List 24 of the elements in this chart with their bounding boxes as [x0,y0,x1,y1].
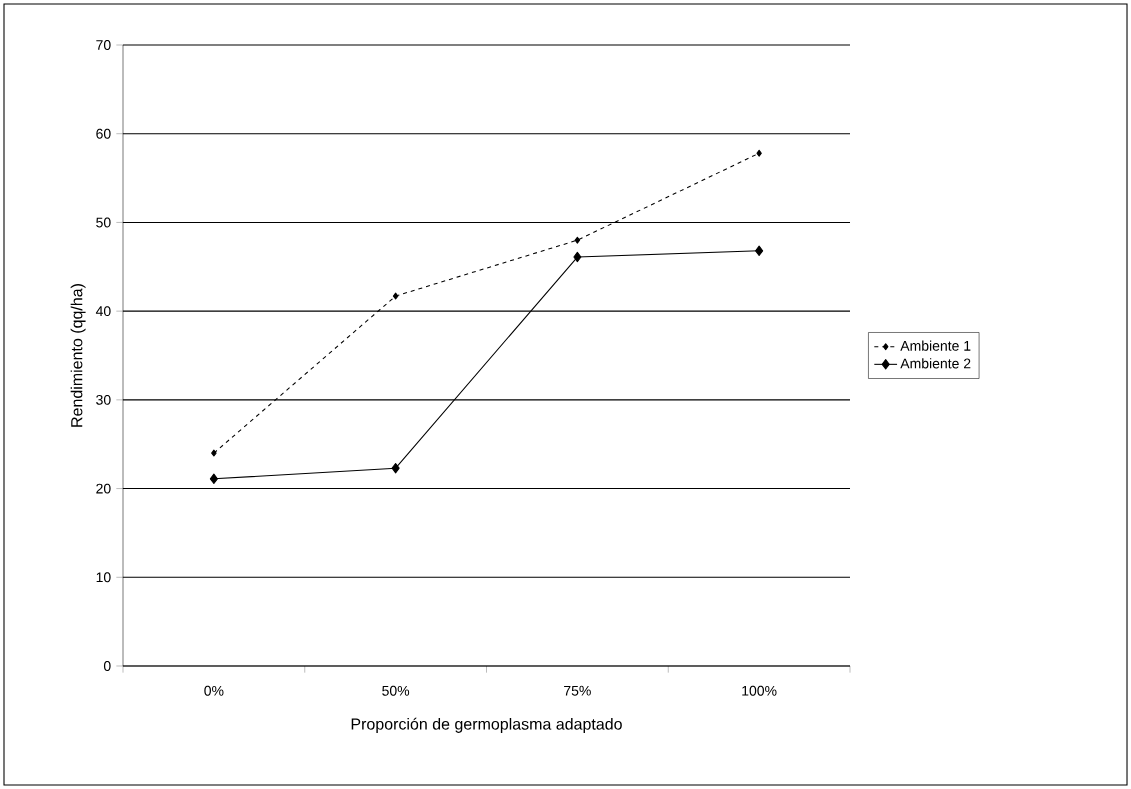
x-tick-label: 75% [564,685,591,696]
x-axis-title: Proporción de germoplasma adaptado [351,717,622,733]
x-tick-label: 0% [204,685,224,696]
point [391,462,400,474]
x-tick-label: 100% [742,685,777,696]
point [209,473,218,485]
y-tick-label: 30 [96,394,111,405]
y-tick-label: 70 [96,40,111,50]
point [211,449,217,457]
point [392,292,399,300]
legend-label: Ambiente 2 [900,358,971,369]
point [755,245,764,257]
point [573,251,582,263]
y-tick-label: 10 [96,572,111,583]
y-tick-label: 40 [95,306,111,317]
x-tick-label: 50% [382,685,410,696]
y-tick-label: 20 [96,483,111,494]
y-tick-label: 60 [96,128,111,139]
point [574,236,581,244]
point [756,149,762,157]
legend-label: Ambiente 1 [900,340,971,351]
y-axis-title: Rendimiento (qq/ha) [70,284,86,427]
y-tick-label: 50 [96,217,111,228]
y-tick-label: 0 [103,661,111,671]
